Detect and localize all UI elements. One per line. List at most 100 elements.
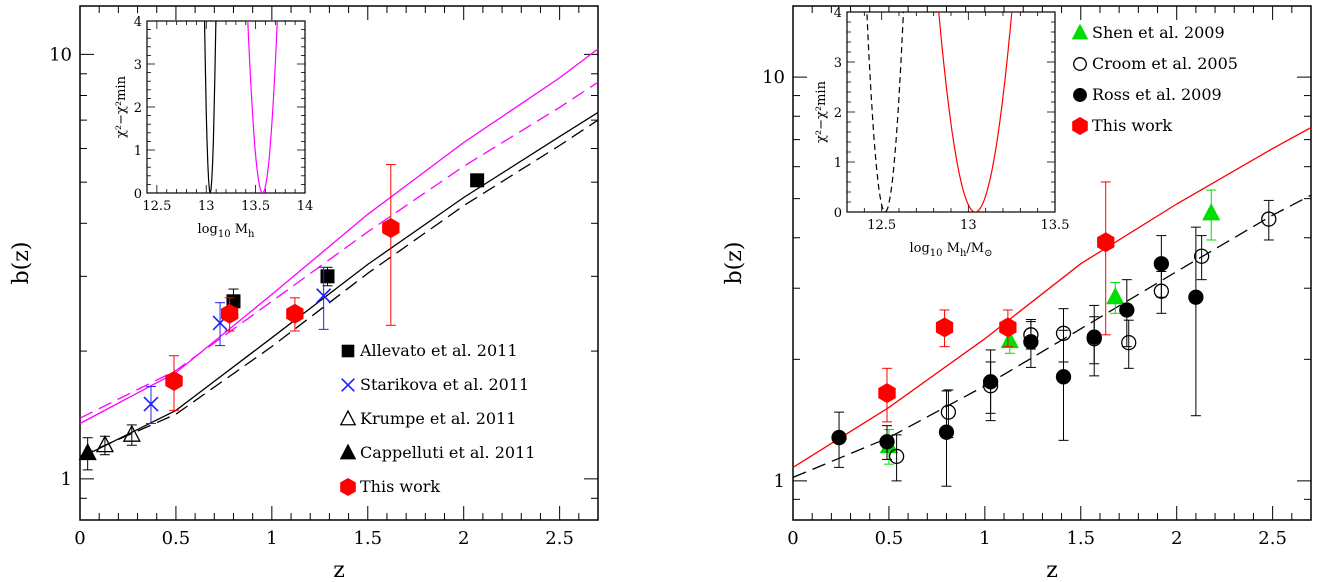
legend-label: This work	[360, 477, 440, 496]
series-starikova-et-al-2011	[143, 266, 332, 425]
legend-marker	[1073, 57, 1087, 71]
data-point	[879, 434, 895, 450]
data-point	[78, 442, 97, 461]
legend-marker	[339, 409, 357, 426]
x-axis-label: z	[1046, 558, 1058, 582]
data-point	[1055, 369, 1072, 385]
inset-y-tick-label: 3	[834, 56, 842, 71]
y-tick-label: 10	[49, 44, 72, 65]
data-point	[221, 303, 239, 324]
data-point	[938, 424, 955, 440]
legend-label: Allevato et al. 2011	[359, 341, 518, 360]
inset-x-label-part: M	[943, 241, 960, 256]
legend-label: Cappelluti et al. 2011	[360, 443, 535, 462]
inset-x-label-part: 10	[930, 248, 943, 259]
legend-marker	[1073, 88, 1087, 102]
data-point	[1106, 287, 1125, 305]
y-tick-label: 1	[774, 471, 785, 492]
legend-label: Ross et al. 2009	[1092, 85, 1222, 104]
inset-x-tick-label: 12.5	[142, 199, 171, 214]
inset-x-axis-label: log10 Mh	[198, 222, 256, 240]
inset-x-tick-label: 12.5	[867, 218, 896, 233]
legend-marker	[340, 478, 356, 496]
inset-x-label-part: /M	[966, 241, 984, 256]
series-this-work	[878, 181, 1115, 423]
inset-plot: 12.5 13 13.5 14 0 1 2 3 4 log10 Mh χ²−χ²min	[114, 15, 314, 240]
data-point	[999, 317, 1017, 338]
x-tick-label: 1	[979, 528, 990, 549]
data-point	[1097, 232, 1115, 253]
data-point	[286, 303, 304, 324]
data-point	[122, 424, 141, 442]
x-tick-label: 1.5	[1066, 528, 1095, 549]
data-point	[143, 396, 159, 412]
data-point	[165, 371, 183, 391]
inset-y-tick-label: 2	[834, 106, 842, 121]
data-point	[470, 173, 485, 188]
x-tick-label: 2.5	[1258, 528, 1287, 549]
data-point	[382, 218, 400, 238]
series-ross-et-al-2009	[831, 226, 1204, 487]
data-point	[888, 448, 905, 465]
legend-label: This work	[1092, 116, 1172, 135]
y-axis-label: b(z)	[722, 242, 747, 285]
inset-frame	[146, 20, 306, 194]
inset-chi2-curve	[938, 12, 1013, 212]
inset-y-tick-label: 4	[134, 15, 142, 30]
inset-x-tick-label: 13	[198, 199, 215, 214]
inset-x-tick-label: 14	[297, 199, 314, 214]
inset-x-label-part: M	[231, 222, 248, 237]
series-this-work	[165, 164, 400, 411]
data-point	[1000, 330, 1019, 349]
inset-y-tick-label: 1	[834, 156, 842, 171]
data-point	[935, 317, 954, 338]
series-allevato-et-al-2011	[226, 173, 485, 315]
inset-x-tick-label: 13	[960, 218, 977, 233]
inset-y-tick-label: 2	[134, 101, 142, 116]
data-point	[1121, 334, 1137, 351]
legend-label: Krumpe et al. 2011	[360, 409, 516, 428]
inset-y-tick-label: 1	[134, 144, 142, 159]
inset-chi2-curve	[866, 12, 905, 212]
model-curve	[792, 126, 1312, 468]
inset-x-label-part: ⊙	[984, 248, 992, 259]
x-tick-label: 2	[458, 528, 469, 549]
data-point	[316, 288, 332, 304]
series-krumpe-et-al-2011	[95, 424, 141, 456]
legend-marker	[339, 443, 357, 460]
legend-marker	[341, 344, 355, 358]
x-tick-label: 0	[74, 528, 85, 549]
inset-x-label-part: log	[909, 241, 929, 256]
x-tick-label: 0.5	[162, 528, 191, 549]
legend-marker	[341, 378, 355, 392]
plot-frame	[79, 5, 599, 521]
data-point	[878, 383, 896, 404]
inset-y-tick-label: 3	[134, 58, 142, 73]
inset-x-axis-label: log10 Mh/M⊙	[909, 241, 992, 259]
y-tick-label: 10	[762, 67, 785, 88]
inset-y-tick-label: 4	[834, 6, 842, 21]
y-axis-label: b(z)	[9, 242, 34, 285]
data-point	[831, 429, 847, 446]
legend-label: Starikova et al. 2011	[360, 375, 529, 394]
legend-marker	[1071, 23, 1089, 40]
inset-y-axis-label: χ²−χ²min	[114, 75, 129, 138]
data-point	[320, 269, 335, 284]
series-cappelluti-et-al-2011	[78, 437, 97, 471]
inset-y-tick-label: 0	[834, 206, 842, 221]
x-tick-label: 2	[1171, 528, 1182, 549]
legend-label: Shen et al. 2009	[1092, 23, 1225, 42]
inset-x-tick-label: 13.5	[1041, 218, 1070, 233]
data-point	[1119, 302, 1135, 318]
data-point	[1188, 289, 1204, 305]
x-tick-label: 0.5	[875, 528, 904, 549]
x-axis-label: z	[333, 558, 345, 582]
data-point	[940, 404, 957, 420]
x-tick-label: 1	[266, 528, 277, 549]
y-tick-label: 1	[61, 469, 72, 490]
data-point	[1086, 329, 1102, 345]
plot-frame	[792, 5, 1312, 521]
